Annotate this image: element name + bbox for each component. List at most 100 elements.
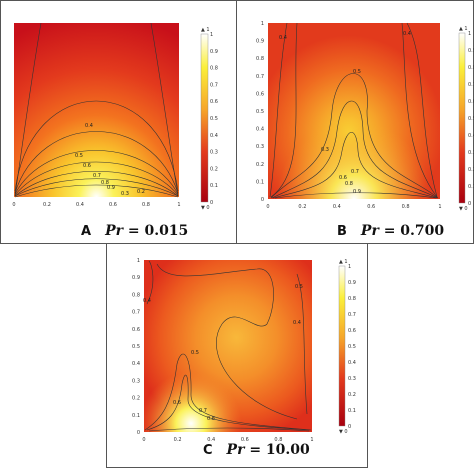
colorbar-tick-label: 1 xyxy=(348,264,351,270)
colorbar-tick-label: 0 xyxy=(210,200,213,206)
x-tick-label: 1 xyxy=(438,204,441,210)
colorbar-tick-label: 0.6 xyxy=(348,328,356,334)
colorbar-tick-label: 0 xyxy=(468,201,471,207)
contour-label: 0.5 xyxy=(295,284,303,290)
colorbar-tick-label: 0 xyxy=(348,424,351,430)
contour-label: 0.4 xyxy=(85,123,93,129)
contour-label: 0.3 xyxy=(121,191,129,197)
colorbar-tick-label: 0.8 xyxy=(210,66,218,72)
colorbar-tick-label: 0.4 xyxy=(348,360,356,366)
contour-label: 0.6 xyxy=(173,400,181,406)
y-tick-label: 0.8 xyxy=(132,292,140,298)
contour-label: 0.5 xyxy=(191,350,199,356)
y-tick-label: 1 xyxy=(137,258,140,264)
y-tick-label: 0.2 xyxy=(132,396,140,402)
y-tick-label: 0.7 xyxy=(256,74,264,80)
colorbar-tick-label: 0.9 xyxy=(348,280,356,286)
contour-label: 0.7 xyxy=(93,173,101,179)
colorbar-tick-label: 0.7 xyxy=(348,312,356,318)
colorbar-tick-label: 0.6 xyxy=(468,99,474,105)
colorbar-tick-label: 1 xyxy=(210,32,213,38)
y-tick-label: 0.5 xyxy=(132,344,140,350)
colorbar-tick-label: 0.2 xyxy=(468,167,474,173)
y-tick-label: 0 xyxy=(137,430,140,436)
caption-a: A Pr = 0.015 xyxy=(81,223,188,239)
x-tick-label: 0.6 xyxy=(367,204,375,210)
colorbar-c xyxy=(338,265,346,427)
contour-label: 0.4 xyxy=(293,320,301,326)
y-tick-label: 1 xyxy=(261,21,264,27)
caption-a-letter: A xyxy=(81,224,92,239)
x-tick-label: 0.6 xyxy=(241,437,249,443)
caption-b-var: Pr xyxy=(360,223,379,239)
panel-a-chart: 0.40.50.60.70.80.90.3 0.2 10.90.80.70.60.… xyxy=(12,22,218,211)
x-tick-label: 0 xyxy=(142,437,145,443)
colorbar-tick-label: 0.4 xyxy=(468,133,474,139)
panel-a: 0.4 0.5 0.6 0.7 0.8 0.9 0.3 0.2 1 0.9 0.8 0.7 0.6 0.… xyxy=(0,0,237,244)
y-tick-label: 0.1 xyxy=(256,179,264,185)
colorbar-tick-label: 0.9 xyxy=(468,48,474,54)
x-tick-label: 0.8 xyxy=(402,204,410,210)
contour-label: 0.9 xyxy=(107,185,115,191)
y-tick-label: 0.9 xyxy=(256,39,264,45)
colorbar-min-label: ▼ 0 xyxy=(459,206,468,212)
x-tick-label: 0.6 xyxy=(109,202,117,208)
caption-c-letter: C xyxy=(203,443,213,458)
colorbar-tick-label: 0.2 xyxy=(210,166,218,172)
colorbar-tick-label: 0.3 xyxy=(210,150,218,156)
y-tick-label: 0.6 xyxy=(132,327,140,333)
caption-a-value: = 0.015 xyxy=(127,223,189,239)
colorbar-tick-label: 0.4 xyxy=(210,133,218,139)
colorbar-tick-label: 0.3 xyxy=(468,150,474,156)
x-tick-label: 0.4 xyxy=(76,202,84,208)
colorbar-tick-label: 0.1 xyxy=(348,408,356,414)
colorbar-tick-label: 0.5 xyxy=(468,116,474,122)
y-tick-label: 0.4 xyxy=(256,127,264,133)
heatmap-c-base xyxy=(144,260,312,432)
x-tick-label: 1 xyxy=(310,437,313,443)
colorbar-tick-label: 1 xyxy=(468,31,471,37)
colorbar-tick-label: 0.7 xyxy=(468,82,474,88)
heatmap-a xyxy=(14,23,179,197)
colorbar-tick-label: 0.7 xyxy=(210,82,218,88)
colorbar-tick-label: 0.8 xyxy=(468,65,474,71)
contour-label: 0.7 xyxy=(199,408,207,414)
x-tick-label: 0.4 xyxy=(333,204,341,210)
colorbar-tick-label: 0.1 xyxy=(468,184,474,190)
colorbar-tick-label: 0.6 xyxy=(210,99,218,105)
colorbar-tick-label: 0.9 xyxy=(210,49,218,55)
x-tick-label: 0.4 xyxy=(207,437,215,443)
contour-label: 0.6 xyxy=(339,175,347,181)
y-tick-label: 0.6 xyxy=(256,91,264,97)
contour-label: 0.8 xyxy=(345,181,353,187)
y-tick-label: 0.3 xyxy=(256,144,264,150)
contour-label: 0.3 xyxy=(321,147,329,153)
caption-c-value: = 10.00 xyxy=(249,442,310,458)
y-tick-label: 0.2 xyxy=(256,162,264,168)
contour-label: 0.4 xyxy=(143,298,151,304)
contour-label: 0.5 xyxy=(75,153,83,159)
x-tick-label: 0.8 xyxy=(274,437,282,443)
caption-b-letter: B xyxy=(337,224,347,239)
contour-label: 0.4 xyxy=(279,35,287,41)
x-tick-label: 0.2 xyxy=(298,204,306,210)
caption-b-value: = 0.700 xyxy=(383,223,445,239)
x-tick-label: 0.2 xyxy=(43,202,51,208)
contour-label: 0.2 xyxy=(137,189,145,195)
contour-label: 0.4 xyxy=(403,31,411,37)
heatmap-b-base xyxy=(268,23,440,199)
contour-label: 0.7 xyxy=(351,169,359,175)
colorbar-max-label: ▲ 1 xyxy=(339,259,348,265)
colorbar-tick-label: 0.1 xyxy=(210,183,218,189)
colorbar-min-label: ▼ 0 xyxy=(201,205,210,211)
y-tick-label: 0.7 xyxy=(132,310,140,316)
colorbar-max-label: ▲ 1 xyxy=(459,26,468,32)
colorbar-tick-label: 0.3 xyxy=(348,376,356,382)
y-tick-label: 0.5 xyxy=(256,109,264,115)
caption-a-var: Pr xyxy=(105,223,123,239)
panel-b: 0.40.50.30.40.60.70.80.9 10.90.80.70.60.… xyxy=(236,0,474,244)
colorbar-tick-label: 0.2 xyxy=(348,392,356,398)
colorbar-a xyxy=(200,33,209,203)
x-tick-label: 1 xyxy=(177,202,180,208)
x-tick-label: 0 xyxy=(12,202,15,208)
